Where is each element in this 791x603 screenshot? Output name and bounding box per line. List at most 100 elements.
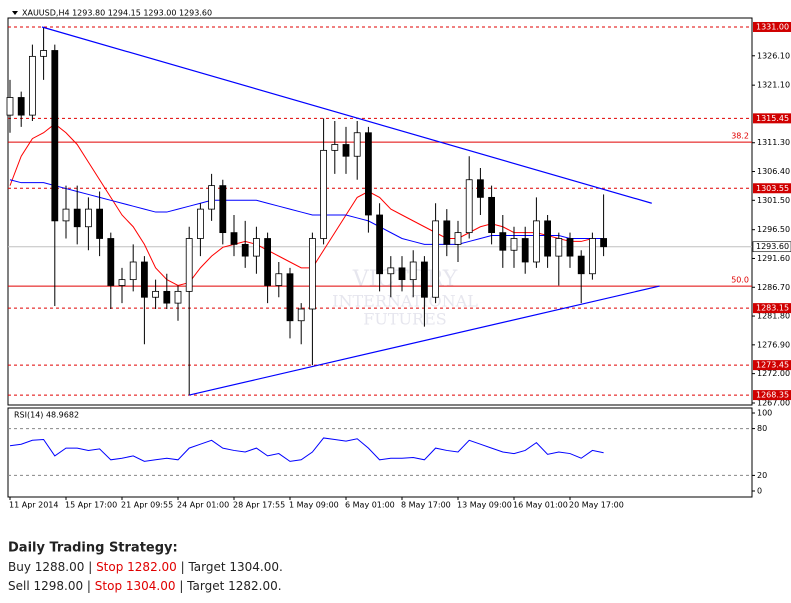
candle-body	[107, 238, 115, 286]
rsi-tick-label: 20	[757, 471, 767, 480]
x-tick-label: 1 May 09:00	[289, 501, 339, 510]
candle-body	[6, 97, 14, 116]
strategy-part: Stop 1282.00	[96, 560, 177, 574]
candle-body	[219, 185, 227, 234]
candle-body	[62, 208, 70, 222]
candle-body	[443, 220, 451, 245]
candle-body	[533, 220, 540, 263]
x-tick-label: 8 May 17:00	[401, 501, 451, 510]
watermark: FUTURES	[363, 310, 446, 329]
rsi-tick-label: 80	[757, 424, 767, 433]
strategy-line: Sell 1298.00 | Stop 1304.00 | Target 128…	[8, 579, 282, 593]
candle-body	[600, 238, 607, 248]
chart-title: XAUUSD,H4 1293.80 1294.15 1293.00 1293.6…	[22, 9, 212, 18]
x-tick-label: 20 May 17:00	[569, 501, 624, 510]
y-tick-label: 1296.50	[757, 225, 790, 234]
candle-body	[152, 290, 160, 298]
watermark: INTERNATIONAL	[332, 292, 478, 311]
candle-body	[275, 273, 283, 286]
current-price-box	[752, 241, 791, 253]
candle-body	[577, 255, 585, 275]
level-label-box	[753, 183, 791, 194]
level-label-box	[753, 21, 791, 32]
y-tick-label: 1291.60	[757, 254, 790, 263]
y-tick-label: 1267.00	[757, 399, 790, 408]
strategy-part: |	[176, 579, 188, 593]
y-tick-label: 1276.90	[757, 340, 790, 349]
strategy-line: Buy 1288.00 | Stop 1282.00 | Target 1304…	[8, 560, 283, 574]
rsi-frame	[7, 407, 753, 498]
rsi-line	[9, 437, 604, 462]
candle-body	[185, 238, 193, 292]
candle-body	[308, 238, 316, 310]
candle-body	[140, 261, 148, 298]
moving-average	[9, 123, 604, 287]
rsi-label: RSI(14) 48.9682	[14, 411, 79, 420]
y-tick-label: 1306.40	[757, 167, 790, 176]
candle-body	[353, 132, 361, 157]
candle-body	[566, 238, 574, 257]
level-label: 1315.45	[756, 114, 789, 123]
fib-label: 50.0	[731, 276, 749, 285]
strategy-part: Sell 1298.00	[8, 579, 83, 593]
level-label-box	[753, 303, 791, 314]
strategy-title: Daily Trading Strategy:	[8, 541, 178, 556]
y-tick-label: 1272.00	[757, 369, 790, 378]
candle-body	[387, 267, 395, 275]
fib-label: 38.2	[731, 132, 749, 141]
candle-body	[96, 208, 103, 239]
candle-body	[40, 50, 47, 57]
candle-body	[208, 185, 216, 210]
candle-body	[376, 214, 384, 275]
candle-body	[499, 232, 507, 251]
candle-body	[465, 179, 473, 234]
y-tick-label: 1286.70	[757, 283, 790, 292]
x-tick-label: 21 Apr 09:55	[121, 501, 173, 510]
candle-body	[73, 208, 81, 228]
candle-body	[589, 238, 596, 275]
strategy-part: |	[177, 560, 189, 574]
candle-body	[297, 308, 305, 322]
y-tick-label: 1326.10	[757, 51, 790, 60]
candle-body	[432, 220, 440, 298]
candle-body	[342, 144, 350, 157]
strategy-part: Stop 1304.00	[95, 579, 176, 593]
x-tick-label: 13 May 09:00	[457, 501, 512, 510]
level-label: 1273.45	[756, 361, 789, 370]
level-label-box	[753, 113, 791, 124]
strategy-part: Buy 1288.00	[8, 560, 84, 574]
candle-body	[331, 144, 339, 151]
candle-body	[252, 238, 260, 257]
candle-body	[129, 261, 137, 281]
menu-arrow	[12, 11, 18, 15]
candle-body	[320, 149, 328, 239]
trendline	[189, 285, 660, 396]
level-label: 1303.55	[756, 184, 789, 193]
candle-body	[364, 132, 372, 216]
candle-body	[476, 179, 484, 198]
candle-body	[28, 55, 36, 116]
candle-body	[230, 232, 238, 245]
x-tick-label: 15 Apr 17:00	[65, 501, 117, 510]
candle-body	[85, 208, 92, 228]
candle-body	[264, 238, 272, 286]
candle-body	[510, 238, 518, 251]
level-label: 1268.35	[756, 391, 789, 400]
y-tick-label: 1281.80	[757, 312, 790, 321]
y-tick-label: 1321.10	[757, 81, 790, 90]
candle-body	[17, 97, 25, 116]
x-tick-label: 11 Apr 2014	[9, 501, 58, 510]
candle-body	[454, 232, 462, 245]
level-label-box	[753, 390, 791, 401]
rsi-tick-label: 100	[757, 409, 772, 418]
strategy-part: |	[84, 560, 96, 574]
level-label: 1331.00	[756, 22, 789, 31]
candle-body	[544, 220, 551, 257]
candle-body	[555, 238, 563, 257]
current-price-label: 1293.60	[756, 242, 789, 251]
candle-body	[51, 50, 59, 222]
x-tick-label: 6 May 01:00	[345, 501, 395, 510]
candle-body	[409, 261, 417, 281]
